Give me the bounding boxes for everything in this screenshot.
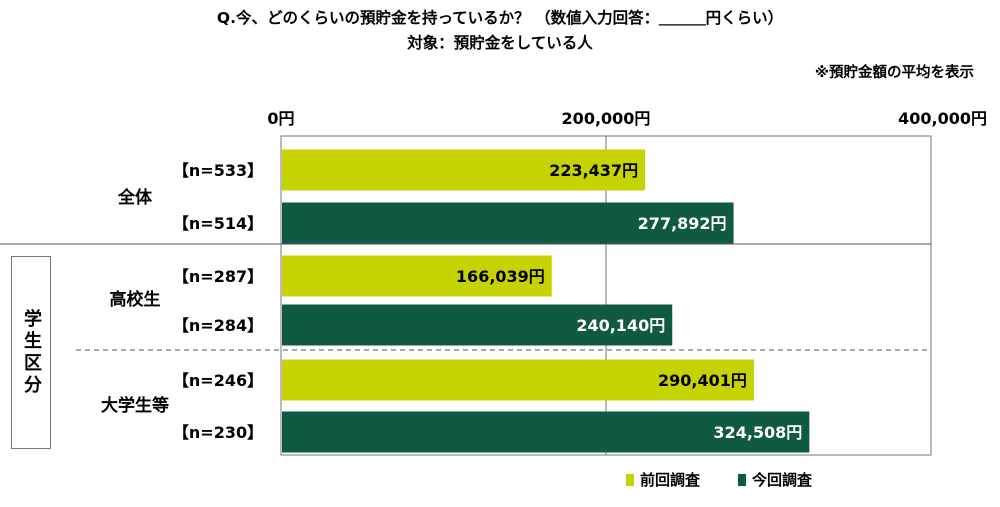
bar-value-label: 223,437円: [549, 161, 638, 180]
chart-subtitle: 対象：預貯金をしている人: [407, 34, 593, 52]
sample-size-label: 【n=514】: [173, 214, 263, 233]
sample-size-label: 【n=230】: [173, 423, 263, 442]
bar-current: [282, 202, 734, 244]
group-label: 全体: [117, 187, 153, 208]
student-category-box: 学生区分: [11, 256, 51, 449]
bar-current: [282, 411, 810, 453]
legend: 前回調査 今回調査: [626, 469, 812, 490]
bar-value-label: 277,892円: [638, 214, 727, 233]
legend-item-previous: 前回調査: [626, 469, 700, 490]
legend-item-current: 今回調査: [738, 469, 812, 490]
sample-size-label: 【n=533】: [173, 161, 263, 180]
group-label: 高校生: [110, 289, 161, 310]
legend-swatch-current: [738, 473, 747, 486]
bar-value-label: 240,140円: [576, 316, 665, 335]
student-category-label: 学生区分: [21, 308, 42, 397]
x-tick-label: 200,000円: [562, 109, 651, 128]
bar-current: [282, 304, 673, 346]
sample-size-label: 【n=284】: [173, 316, 263, 335]
x-tick-label: 400,000円: [898, 109, 987, 128]
sample-size-label: 【n=246】: [173, 371, 263, 390]
bar-previous: [282, 149, 646, 191]
legend-swatch-previous: [626, 473, 634, 486]
chart-title: Q.今、どのくらいの預貯金を持っているか？ （数値入力回答：＿＿＿円くらい）: [216, 9, 784, 27]
sample-size-label: 【n=287】: [173, 267, 263, 286]
legend-label-current: 今回調査: [752, 471, 813, 489]
bar-previous: [282, 359, 754, 401]
bar-value-label: 290,401円: [658, 371, 747, 390]
legend-label-previous: 前回調査: [640, 471, 701, 489]
bar-value-label: 324,508円: [713, 423, 802, 442]
bar-value-label: 166,039円: [456, 267, 545, 286]
chart-note: ※預貯金額の平均を表示: [814, 65, 974, 81]
group-label: 大学生等: [101, 395, 169, 416]
bar-previous: [282, 255, 552, 297]
x-tick-label: 0円: [267, 109, 294, 128]
